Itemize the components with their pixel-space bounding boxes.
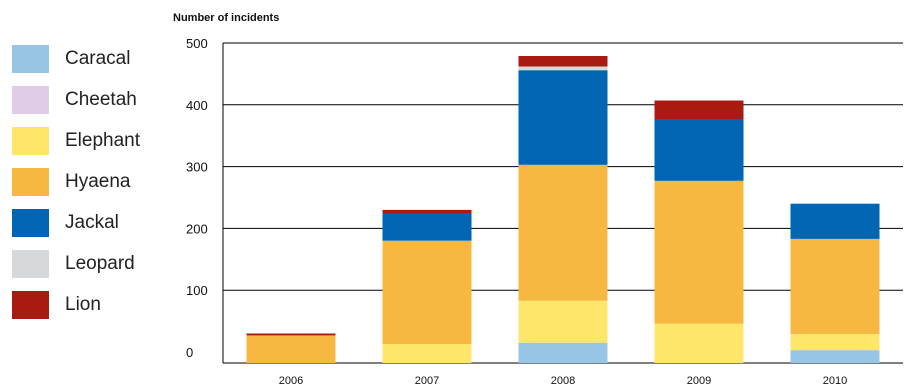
bar-jackal-2010 (790, 203, 880, 239)
legend-item-jackal: Jackal (12, 202, 140, 243)
x-tick-label-2010: 2010 (823, 375, 847, 387)
legend-label-lion: Lion (65, 293, 101, 315)
legend-swatch-lion (12, 290, 49, 319)
legend-label-hyaena: Hyaena (65, 170, 131, 192)
bar-hyaena-2007 (382, 240, 472, 344)
bar-jackal-2009 (654, 119, 744, 181)
legend-swatch-leopard (12, 249, 49, 278)
x-tick-label-2006: 2006 (279, 375, 303, 387)
bar-lion-2008 (518, 56, 608, 67)
chart-legend: Caracal Cheetah Elephant Hyaena Jackal L… (12, 38, 140, 325)
y-tick-label-400: 400 (186, 98, 208, 113)
legend-item-hyaena: Hyaena (12, 161, 140, 202)
bar-caracal-2008 (518, 342, 608, 363)
bar-lion-2007 (382, 209, 472, 213)
legend-label-elephant: Elephant (65, 129, 141, 151)
legend-swatch-cheetah (12, 85, 49, 114)
legend-swatch-jackal (12, 208, 49, 237)
legend-label-caracal: Caracal (65, 47, 131, 69)
bar-hyaena-2008 (518, 164, 608, 301)
y-axis-label: Number of incidents (173, 12, 280, 24)
y-tick-label-500: 500 (186, 36, 208, 51)
bar-jackal-2008 (518, 70, 608, 165)
bar-lion-2009 (654, 100, 744, 119)
bar-caracal-2010 (790, 350, 880, 363)
legend-item-cheetah: Cheetah (12, 79, 140, 120)
x-tick-label-2007: 2007 (415, 375, 439, 387)
bar-jackal-2007 (382, 212, 472, 241)
legend-label-leopard: Leopard (65, 252, 135, 274)
bar-elephant-2008 (518, 300, 608, 343)
bar-leopard-2008 (518, 66, 608, 71)
legend-swatch-caracal (12, 44, 49, 73)
legend-item-elephant: Elephant (12, 120, 140, 161)
bar-lion-2006 (246, 333, 336, 336)
bar-hyaena-2006 (246, 335, 336, 363)
bar-hyaena-2009 (654, 180, 744, 324)
bar-hyaena-2010 (790, 238, 880, 335)
legend-item-lion: Lion (12, 284, 140, 325)
legend-label-cheetah: Cheetah (65, 88, 137, 110)
y-tick-label-100: 100 (186, 283, 208, 298)
bar-elephant-2007 (382, 344, 472, 363)
y-tick-label-300: 300 (186, 160, 208, 175)
legend-label-jackal: Jackal (65, 211, 119, 233)
x-tick-label-2008: 2008 (551, 375, 575, 387)
legend-swatch-hyaena (12, 167, 49, 196)
legend-swatch-elephant (12, 126, 49, 155)
x-tick-label-2009: 2009 (687, 375, 711, 387)
y-tick-label-200: 200 (186, 221, 208, 236)
bar-elephant-2009 (654, 323, 744, 363)
bar-elephant-2010 (790, 334, 880, 351)
y-tick-label-0: 0 (186, 345, 193, 360)
legend-item-caracal: Caracal (12, 38, 140, 79)
legend-item-leopard: Leopard (12, 243, 140, 284)
